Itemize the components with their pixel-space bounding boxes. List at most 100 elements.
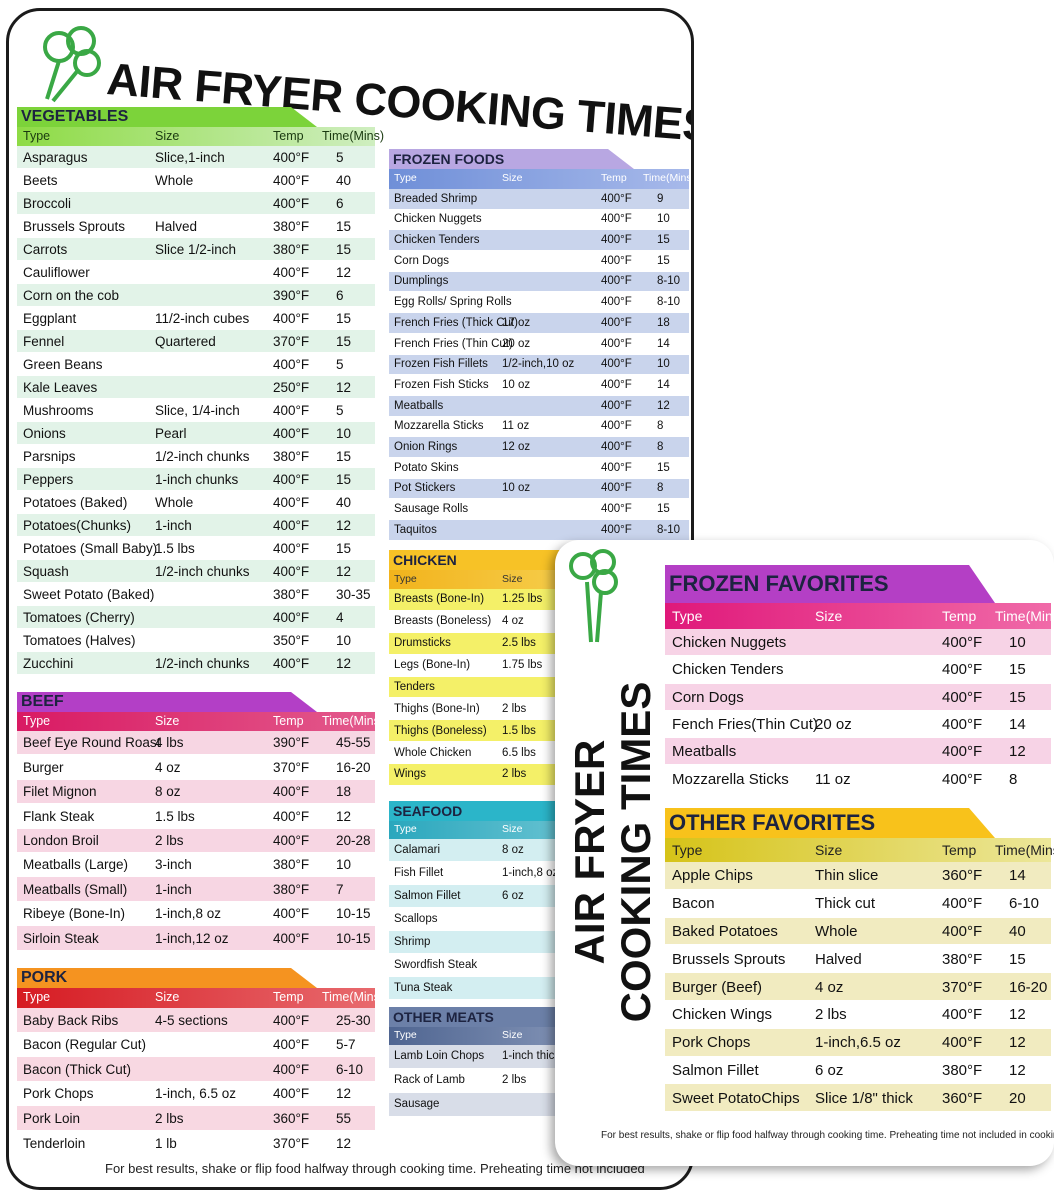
cook-time: 8-10	[657, 523, 681, 536]
food-type: Bacon	[672, 895, 715, 913]
food-type: Frozen Fish Sticks	[394, 378, 489, 391]
section-title: BEEF	[21, 693, 64, 710]
food-size: 2.5 lbs	[502, 637, 536, 649]
food-type: Potatoes(Chunks)	[23, 517, 132, 533]
food-size: Whole	[155, 172, 194, 188]
food-type: Chicken Tenders	[672, 661, 784, 679]
cook-time: 16-20	[336, 759, 371, 775]
column-header-bar	[665, 838, 1051, 862]
row-band	[389, 230, 689, 251]
food-type: Chicken Nuggets	[672, 634, 787, 652]
cook-temp: 360°F	[273, 1110, 310, 1126]
food-type: Squash	[23, 563, 69, 579]
column-header: Size	[815, 607, 843, 624]
cook-temp: 360°F	[942, 867, 983, 885]
footer-note: For best results, shake or flip food hal…	[105, 1161, 645, 1176]
cook-time: 12	[336, 517, 352, 533]
food-size: Pearl	[155, 425, 187, 441]
cook-time: 8	[1009, 770, 1018, 788]
cook-time: 25-30	[336, 1012, 371, 1028]
cook-time: 10	[336, 425, 352, 441]
food-type: Onion Rings	[394, 441, 458, 453]
cook-time: 14	[657, 337, 670, 350]
food-type: Legs (Bone-In)	[394, 658, 471, 671]
row-band	[665, 1084, 1051, 1112]
section-header-bar	[17, 107, 317, 127]
cook-temp: 400°F	[273, 425, 310, 441]
cook-time: 8-10	[657, 275, 681, 288]
title-line: AIR FRYER	[566, 739, 613, 965]
food-type: Brussels Sprouts	[23, 218, 126, 234]
cook-time: 20	[1009, 1089, 1026, 1107]
food-type: Sweet PotatoChips	[672, 1089, 800, 1107]
food-type: Parsnips	[23, 448, 76, 464]
food-type: Chicken Nuggets	[394, 213, 482, 226]
cook-time: 8	[657, 441, 664, 453]
column-header: Size	[155, 128, 180, 143]
cook-temp: 400°F	[601, 275, 632, 288]
footer-note: For best results, shake or flip food hal…	[601, 1130, 1054, 1141]
cook-temp: 400°F	[273, 808, 310, 824]
food-type: Whole Chicken	[394, 746, 472, 759]
column-header: Size	[502, 572, 523, 585]
cook-temp: 400°F	[942, 716, 983, 734]
cook-temp: 370°F	[273, 1135, 310, 1151]
row-band	[17, 422, 375, 444]
food-size: 4 oz	[502, 615, 524, 628]
cook-time: 6	[336, 287, 344, 303]
food-size: 11 oz	[815, 770, 851, 788]
food-type: Meatballs (Small)	[23, 881, 128, 897]
row-band	[665, 1028, 1051, 1056]
cook-temp: 400°F	[273, 1086, 310, 1102]
cook-time: 12	[336, 808, 352, 824]
row-band	[17, 376, 375, 398]
food-size: Thin slice	[815, 867, 879, 885]
row-band	[389, 520, 689, 540]
row-band	[389, 437, 689, 458]
food-type: Drumsticks	[394, 637, 451, 649]
food-type: Thighs (Boneless)	[394, 724, 487, 737]
column-header: Time(Mins)	[322, 990, 385, 1005]
row-band	[17, 652, 375, 674]
food-type: Tenders	[394, 680, 435, 693]
cook-temp: 400°F	[273, 655, 310, 671]
food-type: Ribeye (Bone-In)	[23, 906, 126, 922]
cook-temp: 400°F	[601, 378, 632, 391]
food-size: 1-inch, 6.5 oz	[155, 1086, 237, 1102]
column-header: Type	[394, 172, 417, 185]
cook-temp: 370°F	[273, 333, 310, 349]
food-size: 1.5 lbs	[155, 540, 195, 556]
food-size: 1/2-inch,10 oz	[502, 358, 575, 371]
food-type: Asparagus	[23, 149, 88, 165]
section-header-bar	[389, 149, 634, 169]
cook-temp: 400°F	[273, 517, 310, 533]
cook-time: 18	[336, 784, 352, 800]
row-band	[665, 738, 1051, 765]
cook-temp: 380°F	[273, 881, 310, 897]
small-magnet: AIR FRYER COOKING TIMES For best results…	[555, 540, 1054, 1166]
food-size: Whole	[155, 494, 194, 510]
food-type: Beets	[23, 172, 58, 188]
row-band	[665, 862, 1051, 889]
food-type: Zucchini	[23, 655, 74, 671]
cook-temp: 390°F	[273, 287, 310, 303]
food-type: Tenderloin	[23, 1135, 86, 1151]
row-band	[17, 468, 375, 490]
food-size: 1-inch	[155, 517, 192, 533]
cook-temp: 400°F	[273, 540, 310, 556]
food-type: Tomatoes (Cherry)	[23, 609, 135, 625]
cook-temp: 370°F	[273, 759, 310, 775]
row-band	[665, 917, 1051, 945]
food-size: 6.5 lbs	[502, 746, 536, 759]
column-header: Type	[394, 572, 417, 585]
food-type: Breasts (Boneless)	[394, 615, 492, 628]
cook-time: 40	[1009, 923, 1026, 940]
food-type: Baked Potatoes	[672, 923, 778, 940]
cook-time: 12	[336, 264, 352, 280]
food-type: French Fries (Thick Cut)	[394, 316, 518, 329]
column-header-bar	[17, 712, 375, 731]
food-type: Beef Eye Round Roast	[23, 735, 161, 751]
cook-temp: 380°F	[273, 857, 310, 873]
cook-temp: 400°F	[942, 923, 983, 940]
